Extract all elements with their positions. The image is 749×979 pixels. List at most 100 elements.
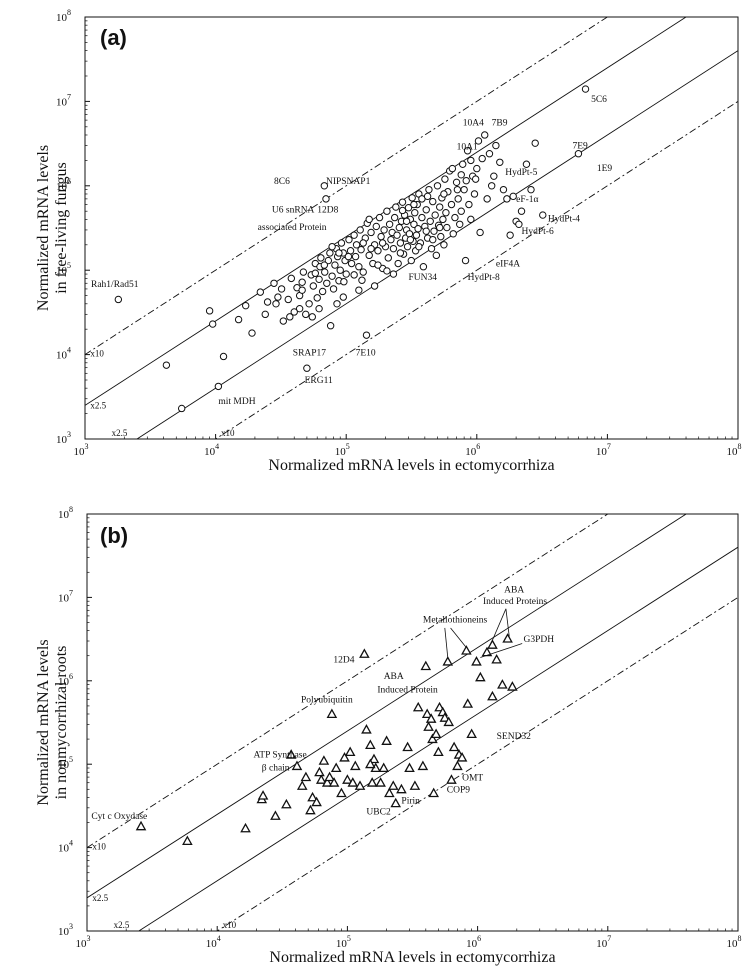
annotation-label: Induced Protein [377, 686, 438, 696]
data-point [359, 648, 370, 658]
data-point [372, 222, 380, 231]
ratio-line-10 [85, 17, 609, 355]
annotation-label: SEND32 [497, 732, 532, 742]
annotation-label: NIPSNAP1 [326, 177, 371, 187]
data-point [405, 230, 414, 238]
data-point [261, 310, 269, 319]
data-point [467, 156, 475, 165]
data-point [367, 228, 375, 237]
data-point [522, 160, 531, 168]
annotation-label: 1E9 [597, 164, 613, 174]
data-point [463, 147, 472, 155]
annotation-label: ATP Synthase [253, 751, 306, 761]
panel-label: (a) [100, 25, 127, 50]
data-point [452, 178, 461, 187]
data-point [302, 310, 310, 319]
data-point [456, 220, 464, 228]
data-point [344, 252, 353, 261]
data-point [426, 217, 434, 225]
data-point [318, 755, 330, 765]
data-point [380, 226, 388, 234]
data-point [404, 204, 413, 212]
data-point [393, 231, 401, 239]
data-point [328, 242, 336, 251]
data-point [461, 645, 472, 655]
data-point [440, 190, 448, 198]
data-point [322, 195, 330, 203]
data-point [358, 276, 366, 284]
data-point [344, 746, 356, 757]
data-point [365, 758, 376, 769]
data-point [412, 231, 421, 239]
data-point [335, 249, 343, 257]
data-point [420, 660, 432, 671]
data-point [270, 810, 281, 820]
x-tick-label: 108 [727, 442, 742, 458]
ratio-line-0.1 [214, 101, 738, 439]
data-point [387, 780, 399, 790]
data-point [517, 207, 526, 215]
data-point [385, 220, 394, 228]
data-point [421, 708, 433, 718]
data-point [326, 249, 334, 257]
data-point [436, 223, 444, 232]
y-tick-label: 104 [58, 839, 73, 855]
data-point [503, 195, 511, 203]
data-point [331, 261, 339, 269]
data-point [490, 172, 498, 180]
data-point [403, 242, 412, 251]
x-tick-label: 105 [336, 934, 351, 950]
data-point [539, 211, 547, 219]
data-point [326, 321, 335, 330]
annotation-label: 7E9 [572, 142, 588, 152]
data-point [451, 213, 459, 222]
data-point [507, 681, 518, 691]
data-point [406, 235, 415, 244]
data-point [324, 256, 333, 265]
data-point [336, 787, 347, 798]
data-point [374, 261, 382, 269]
data-point [392, 203, 400, 211]
ratio-label: x2.5 [92, 893, 108, 903]
annotation-label: 7B9 [492, 118, 508, 128]
annotation-label: 10A4 [463, 118, 484, 128]
data-point [359, 239, 367, 247]
data-point [439, 712, 451, 722]
data-point [357, 245, 365, 254]
annotation-label: mit MDH [218, 397, 255, 407]
data-point [471, 656, 482, 666]
data-point [453, 185, 462, 194]
data-point [487, 182, 496, 190]
data-point [314, 766, 325, 777]
data-point [281, 798, 292, 809]
annotation-label: G3PDH [523, 635, 554, 645]
data-point [430, 227, 438, 235]
data-point [414, 225, 422, 233]
y-tick-label: 107 [58, 588, 73, 604]
annotation-label: eF-1α [516, 195, 538, 205]
x-tick-label: 103 [74, 442, 89, 458]
annotation-label: UBC2 [366, 807, 391, 817]
data-point [352, 241, 361, 249]
annotation-label: 7E10 [356, 349, 376, 359]
callout-line [444, 627, 449, 658]
y-tick-label: 104 [56, 346, 71, 362]
x-tick-label: 103 [76, 934, 91, 950]
data-point [496, 158, 504, 166]
data-point [410, 220, 418, 228]
data-point [439, 215, 447, 224]
data-point [383, 207, 391, 215]
data-point [311, 796, 322, 807]
data-point [339, 752, 350, 762]
annotation-label: 12D4 [333, 656, 354, 666]
annotation-label: OMT [462, 773, 483, 783]
data-point [365, 739, 376, 749]
data-point [466, 728, 477, 739]
annotations: 5C6 7B9 10A4 10A1 7E9 1E9 HydPt-5 eF-1α HydPt-4 H… [91, 95, 612, 407]
annotation-label: β chain [262, 764, 290, 774]
y-axis-title-line1: Normalized mRNA levels [35, 145, 52, 311]
data-point [367, 244, 375, 253]
data-point [355, 263, 363, 271]
data-point [350, 271, 358, 279]
data-point [476, 228, 484, 237]
